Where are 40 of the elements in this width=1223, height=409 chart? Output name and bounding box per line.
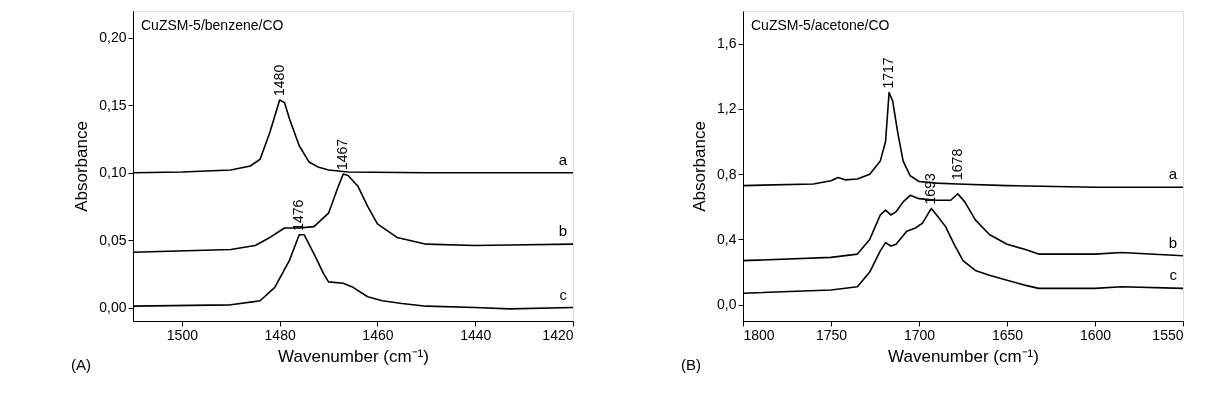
annotation: 1717 <box>880 57 897 89</box>
y-tick-label: 1,2 <box>717 100 737 117</box>
annotation: 1476 <box>290 199 307 231</box>
y-tick-label: 0,15 <box>99 96 127 113</box>
annotation: 1467 <box>334 138 351 171</box>
text: (B) <box>681 356 701 373</box>
y-tick-label: 0,20 <box>99 29 127 46</box>
text: (A) <box>71 356 91 373</box>
x-tick-label: 1700 <box>903 326 936 343</box>
x-axis-title: Wavenumber (cm⁻¹) <box>278 346 429 366</box>
annotation: 1480 <box>270 64 287 96</box>
x-tick-label: 1550 <box>1152 326 1184 343</box>
x-tick-label: 1650 <box>991 326 1024 343</box>
series-label: a <box>1168 165 1178 183</box>
x-tick-label: 1800 <box>743 326 775 343</box>
x-tick-label: 1600 <box>1079 326 1112 343</box>
x-tick-label: 1500 <box>166 326 199 343</box>
series-label: c <box>559 285 568 303</box>
y-axis-title: Absorbance <box>72 121 92 212</box>
series-label: a <box>558 150 568 168</box>
series-label: b <box>1168 233 1177 251</box>
series-label: c <box>1169 266 1178 284</box>
x-tick-label: 1750 <box>815 326 848 343</box>
y-tick-label: 0,0 <box>717 296 737 313</box>
y-axis-title: Absorbance <box>690 121 710 212</box>
y-tick-label: 0,4 <box>717 230 737 247</box>
x-tick-label: 1480 <box>264 326 296 343</box>
x-tick-label: 1420 <box>542 326 574 343</box>
y-tick-label: 0,10 <box>99 164 127 181</box>
x-axis-title: Wavenumber (cm⁻¹) <box>888 346 1039 366</box>
annotation: 1678 <box>948 148 965 180</box>
chart-title: CuZSM-5/benzene/CO <box>141 17 284 33</box>
x-tick-label: 1460 <box>362 326 394 343</box>
y-tick-label: 1,6 <box>717 35 737 52</box>
series-label: b <box>558 222 567 240</box>
y-tick-label: 0,8 <box>717 165 737 182</box>
y-tick-label: 0,00 <box>99 299 127 316</box>
x-tick-label: 1440 <box>460 326 492 343</box>
chart-title: CuZSM-5/acetone/CO <box>751 17 890 33</box>
y-tick-label: 0,05 <box>99 231 127 248</box>
